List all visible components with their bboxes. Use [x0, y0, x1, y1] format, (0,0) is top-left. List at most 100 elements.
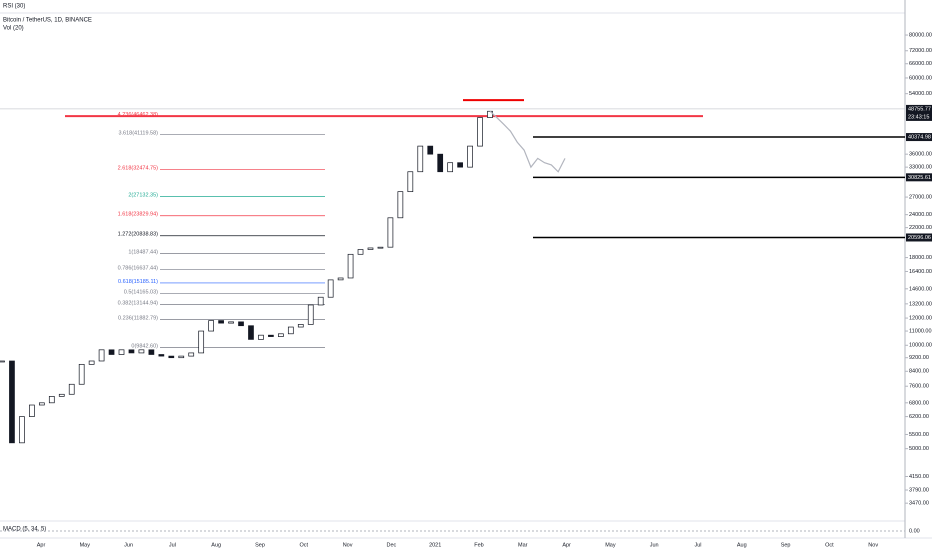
candle	[48, 396, 55, 404]
fib-label: 2.618(32474.75)	[118, 165, 159, 171]
candle	[128, 349, 135, 354]
candle	[417, 145, 424, 173]
candle	[228, 321, 234, 324]
fib-label: 2(27132.35)	[128, 192, 158, 198]
y-tick-label: 72000.00	[909, 48, 932, 54]
y-tick-label: 24000.00	[909, 212, 932, 218]
fib-label: 0.236(11882.79)	[118, 315, 158, 321]
price-tag-label: 20596.06	[908, 235, 931, 241]
candle	[198, 330, 205, 354]
candle	[317, 296, 324, 306]
chart-title: Bitcoin / TetherUS, 1D, BINANCE	[3, 18, 92, 24]
fib-label: 0.786(16637.44)	[118, 265, 159, 271]
candle	[477, 117, 483, 147]
y-tick-label: 8400.00	[909, 369, 929, 375]
y-tick-label: 5500.00	[909, 432, 929, 438]
candle	[138, 349, 145, 354]
price-tag-label: 40374.98	[908, 135, 931, 141]
price-tag-label: 30825.61	[908, 175, 931, 181]
y-tick-label: 11000.00	[909, 329, 932, 335]
candle	[29, 404, 35, 417]
x-tick-label: Nov	[868, 542, 878, 548]
y-tick-label: 80000.00	[909, 32, 932, 38]
x-tick-label: Oct	[825, 542, 834, 548]
candle	[337, 277, 344, 281]
fib-label: 0.382(13144.94)	[118, 300, 159, 306]
candle	[188, 352, 195, 357]
fib-label: 4.236(46462.38)	[118, 112, 159, 118]
y-tick-label: 14600.00	[909, 286, 932, 292]
x-tick-label: Apr	[37, 542, 46, 548]
y-tick-label: 36000.00	[909, 152, 932, 158]
fib-label: 1.618(23829.94)	[118, 212, 159, 218]
y-tick-label: 16400.00	[909, 269, 932, 275]
candle	[457, 162, 463, 168]
candle	[98, 349, 105, 362]
candle	[278, 333, 284, 337]
candle	[467, 145, 473, 168]
candle	[168, 355, 175, 359]
macd-label: MACD (5, 34, 5)	[3, 527, 46, 533]
y-tick-label: 7600.00	[909, 384, 929, 390]
x-tick-label: May	[80, 542, 91, 548]
y-tick-label: 3470.00	[909, 501, 929, 507]
candle	[248, 325, 254, 340]
candle	[88, 360, 95, 365]
y-tick-label: 18000.00	[909, 255, 932, 261]
candle	[258, 334, 264, 340]
candle	[427, 145, 434, 155]
candle	[158, 354, 165, 357]
fib-label: 0.5(14165.03)	[124, 289, 158, 295]
candle	[357, 249, 364, 255]
x-tick-label: Aug	[737, 542, 747, 548]
y-tick-label: 4150.00	[909, 474, 929, 480]
candle	[68, 383, 75, 395]
y-tick-label: 9200.00	[909, 355, 929, 361]
y-tick-label: 10000.00	[909, 343, 932, 349]
candle	[148, 349, 155, 355]
price-tag	[906, 233, 932, 242]
price-tag	[906, 133, 932, 142]
price-tag	[906, 173, 932, 182]
candle	[9, 360, 15, 444]
x-tick-label: Jun	[650, 542, 659, 548]
x-tick-label: Jul	[169, 542, 176, 548]
candle	[268, 334, 274, 337]
x-tick-label: Sep	[781, 542, 791, 548]
candle	[78, 363, 85, 385]
projection-line	[489, 110, 566, 173]
candle	[347, 253, 354, 279]
x-tick-label: Mar	[518, 542, 528, 548]
y-tick-label: 5000.00	[909, 446, 929, 452]
candle	[447, 162, 454, 173]
candle	[297, 324, 304, 328]
candle	[387, 217, 394, 248]
x-tick-label: Apr	[562, 542, 571, 548]
fib-label: 1(18487.44)	[128, 250, 158, 256]
x-tick-label: Feb	[474, 542, 483, 548]
rsi-label: RSI (30)	[3, 4, 25, 10]
candle	[307, 304, 314, 325]
candle	[407, 171, 414, 193]
y-tick-label: 22000.00	[909, 225, 932, 231]
candle	[238, 321, 244, 327]
x-tick-label: May	[605, 542, 616, 548]
y-tick-label: 66000.00	[909, 61, 932, 67]
candle	[208, 320, 214, 332]
candle	[118, 349, 125, 355]
candle	[377, 246, 384, 249]
x-tick-label: 2021	[429, 542, 441, 548]
candle	[19, 416, 25, 444]
candle	[58, 393, 65, 397]
y-tick-label: 54000.00	[909, 91, 932, 97]
candle	[178, 355, 185, 359]
y-tick-label: 3790.00	[909, 487, 929, 493]
candle	[397, 191, 404, 219]
x-tick-label: Jul	[694, 542, 701, 548]
y-tick-label: 6200.00	[909, 414, 929, 420]
countdown-label: 23:43:15	[908, 114, 929, 120]
x-tick-label: Oct	[300, 542, 309, 548]
y-tick-label: 60000.00	[909, 75, 932, 81]
